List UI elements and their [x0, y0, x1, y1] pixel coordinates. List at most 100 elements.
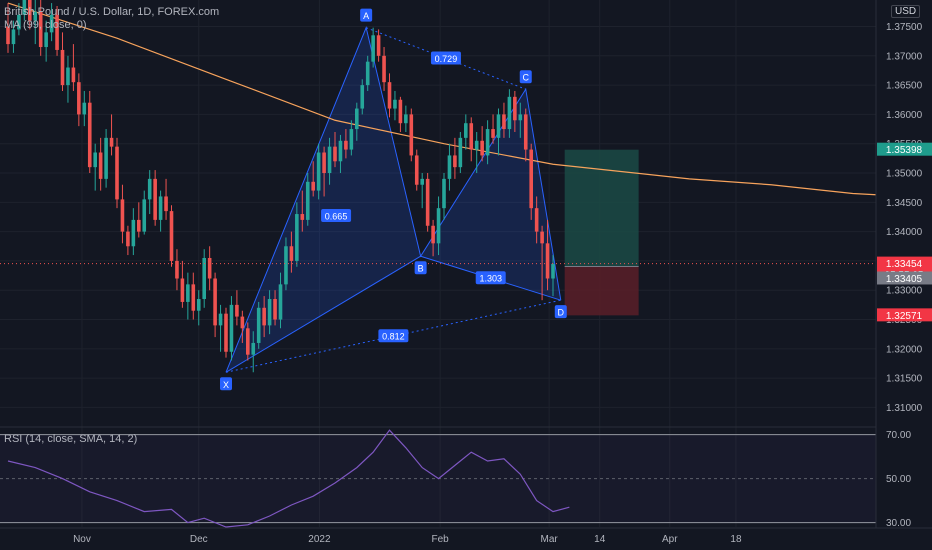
candle	[153, 170, 157, 226]
candle	[224, 307, 228, 358]
time-tick-label: 14	[594, 534, 606, 545]
candle-body	[82, 102, 87, 115]
target-price-label: 1.35398	[886, 145, 923, 156]
ma-legend[interactable]: MA (99, close, 0)	[4, 19, 87, 31]
candle-body	[333, 146, 337, 162]
entry-price-label-box	[877, 271, 932, 285]
candle	[278, 272, 283, 329]
candle-body	[6, 26, 10, 45]
candle	[82, 90, 87, 127]
candle-body	[142, 199, 147, 232]
ratio-box	[378, 329, 409, 343]
candle-body	[387, 82, 392, 109]
loss-zone	[564, 266, 639, 316]
candle-body	[267, 299, 272, 326]
candle-body	[104, 137, 108, 179]
candle-body	[523, 114, 528, 150]
candle-body	[355, 108, 359, 130]
candle	[22, 0, 27, 21]
candle	[191, 272, 196, 320]
candle	[289, 231, 294, 273]
ratio-box	[475, 271, 506, 285]
candle-body	[360, 85, 365, 109]
price-tick-label: 1.33000	[886, 286, 923, 297]
candle	[551, 255, 555, 297]
candle-body	[278, 284, 283, 320]
candle-body	[28, 0, 32, 21]
candle	[305, 173, 310, 226]
candle-body	[158, 196, 163, 220]
candle-body	[469, 123, 474, 150]
candle-body	[404, 114, 408, 124]
candle-body	[464, 123, 468, 138]
candle-body	[66, 67, 70, 86]
candle	[126, 225, 130, 256]
candle-body	[540, 231, 544, 244]
candle-body	[327, 146, 332, 174]
ratio-label: 0.665	[325, 211, 348, 221]
candle-body	[120, 199, 125, 232]
candle	[513, 90, 517, 132]
candle	[142, 190, 147, 235]
candle-body	[371, 35, 375, 62]
candle-body	[164, 196, 168, 212]
chart-title: British Pound / U.S. Dollar, 1D, FOREX.c…	[4, 6, 220, 18]
pattern-xb-line	[225, 255, 421, 373]
candle	[213, 272, 217, 338]
candle	[360, 79, 365, 115]
ratio-box	[321, 208, 352, 222]
candle	[240, 310, 245, 343]
candle	[365, 55, 370, 91]
candle-body	[224, 313, 228, 352]
candle	[104, 129, 108, 188]
candle-body	[71, 67, 76, 83]
rsi-pane	[0, 426, 932, 528]
currency-selector[interactable]: USD	[891, 5, 921, 18]
candle	[77, 73, 81, 127]
candle-body	[491, 129, 495, 138]
pattern-point-b: B	[418, 264, 424, 274]
candle-body	[289, 246, 294, 261]
time-axis	[0, 528, 932, 550]
candle-body	[534, 208, 539, 232]
pattern-point-a: A	[363, 11, 369, 21]
candle-body	[196, 299, 201, 311]
candle	[529, 143, 533, 220]
time-tick-label: 18	[730, 534, 742, 545]
candle	[414, 149, 419, 191]
candle-body	[147, 178, 152, 200]
candle-body	[109, 137, 114, 147]
candle-body	[240, 316, 245, 329]
pattern-xab-fill	[226, 27, 421, 373]
candle	[137, 202, 141, 238]
candle-body	[502, 114, 506, 130]
rsi-line	[7, 429, 570, 528]
rsi-legend[interactable]: RSI (14, close, SMA, 14, 2)	[4, 433, 138, 445]
candle-body	[213, 278, 217, 326]
time-tick-label: Dec	[190, 534, 208, 545]
candle-body	[202, 257, 206, 300]
candle	[502, 102, 506, 138]
candle	[371, 27, 375, 68]
candle	[6, 3, 10, 53]
candle-body	[169, 211, 174, 261]
candle	[180, 260, 185, 308]
candle	[87, 90, 92, 174]
candle	[442, 173, 446, 220]
candle	[33, 0, 38, 45]
candle	[393, 90, 397, 121]
candle-body	[153, 178, 157, 220]
candle	[246, 322, 250, 361]
candle-body	[453, 155, 457, 168]
candle	[66, 55, 70, 103]
price-tick-label: 1.31500	[886, 374, 923, 385]
candle	[256, 301, 261, 349]
candle-body	[33, 11, 38, 21]
candle-body	[551, 263, 555, 279]
candle	[458, 131, 463, 174]
entry-price-label: 1.33405	[886, 274, 923, 285]
time-tick-label: Apr	[662, 534, 678, 545]
candle	[147, 170, 152, 215]
candle-body	[55, 14, 59, 50]
